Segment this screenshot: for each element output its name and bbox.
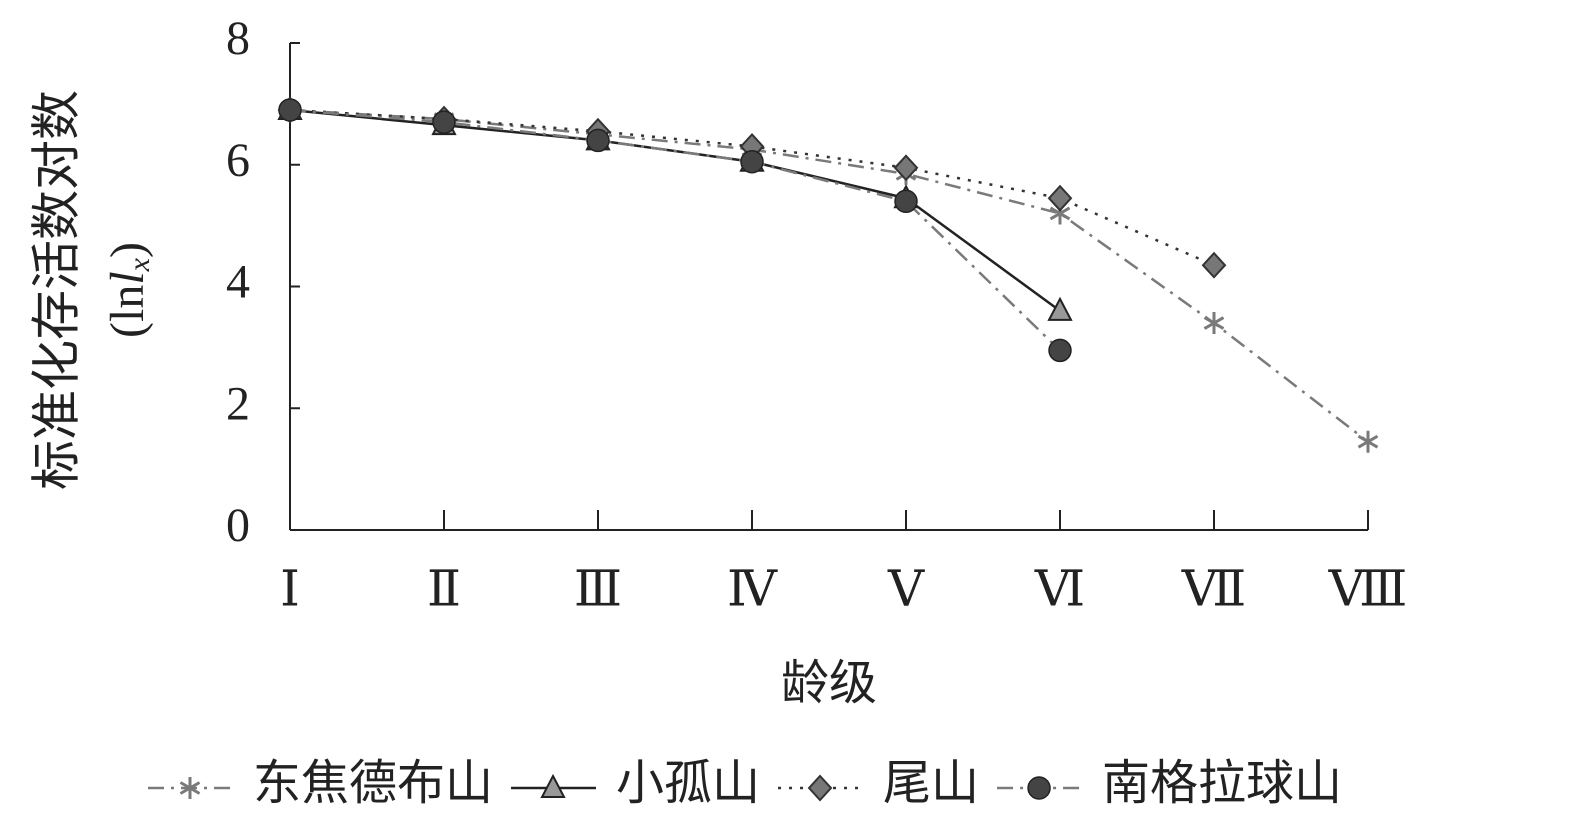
marker-star — [1203, 312, 1225, 335]
x-tick-label: Ⅵ — [1034, 560, 1085, 616]
series-line — [289, 108, 1369, 443]
x-tick-label: Ⅶ — [1181, 560, 1247, 616]
y-tick-label: 6 — [226, 134, 250, 187]
marker-circle — [586, 128, 610, 153]
series-line — [289, 108, 1061, 352]
unit-sub: x — [123, 257, 156, 272]
x-tick-label: Ⅳ — [727, 560, 778, 616]
marker-diamond — [893, 154, 919, 182]
unit-var: l — [101, 271, 154, 284]
marker-circle — [894, 189, 918, 214]
marker-circle — [432, 110, 456, 134]
legend-label: 小孤山 — [616, 757, 760, 810]
marker-circle — [1048, 338, 1072, 363]
marker-circle — [278, 98, 302, 122]
marker-diamond — [1201, 251, 1227, 279]
y-axis-unit: (lnlx) — [101, 242, 156, 338]
marker-diamond — [1047, 184, 1073, 212]
x-tick-label: Ⅷ — [1328, 560, 1408, 616]
y-tick-label: 2 — [226, 377, 250, 430]
marker-diamond — [807, 774, 833, 802]
marker-triangle — [1047, 296, 1073, 321]
y-tick-label: 0 — [226, 499, 250, 552]
legend-label: 东焦德布山 — [253, 757, 493, 810]
x-tick-label: Ⅰ — [280, 560, 300, 616]
x-tick-label: Ⅱ — [427, 560, 461, 616]
x-tick-label: Ⅲ — [574, 560, 622, 616]
unit-suffix: ) — [101, 242, 154, 258]
unit-prefix: (ln — [101, 285, 154, 338]
legend-label: 南格拉球山 — [1102, 757, 1342, 810]
y-tick-label: 4 — [226, 256, 250, 309]
y-tick-label: 8 — [226, 12, 250, 65]
x-axis-label: 龄级 — [781, 657, 877, 710]
marker-triangle — [540, 773, 566, 798]
y-axis-label: 标准化存活数对数 — [28, 90, 84, 490]
marker-star — [1357, 430, 1379, 453]
marker-circle — [1027, 776, 1051, 800]
x-tick-label: Ⅴ — [887, 560, 925, 616]
legend-label: 尾山 — [883, 757, 979, 810]
marker-star — [179, 777, 201, 799]
marker-circle — [740, 149, 764, 174]
